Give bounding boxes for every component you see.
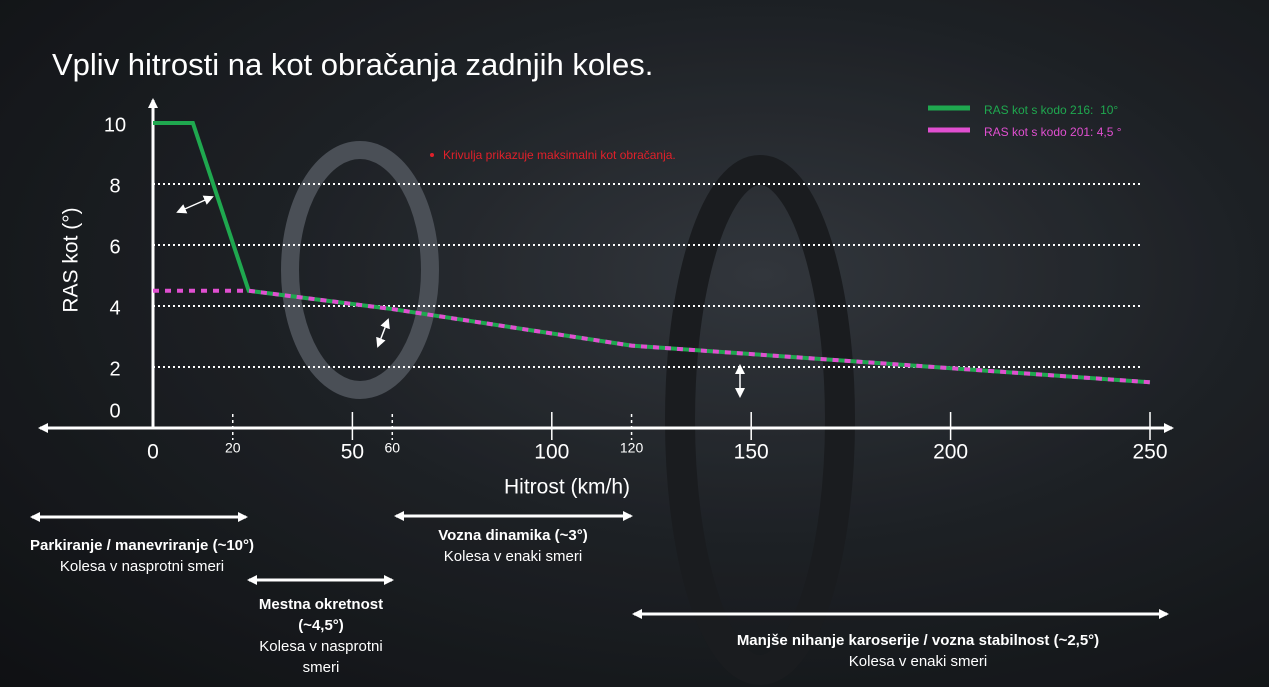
chart-title: Vpliv hitrosti na kot obračanja zadnjih … — [52, 47, 653, 82]
legend-label: RAS kot s kodo 201: 4,5 ° — [984, 125, 1122, 139]
x-minor-tick-label: 120 — [620, 440, 644, 456]
note: Manjše nihanje karoserije / vozna stabil… — [668, 630, 1168, 672]
legend-label: RAS kot s kodo 216: 10° — [984, 103, 1118, 117]
y-tick-label: 2 — [109, 358, 120, 380]
note: Vozna dinamika (~3°) Kolesa v enaki smeri — [393, 525, 633, 567]
x-tick-label: 200 — [933, 441, 968, 464]
hint-arrow — [176, 195, 214, 214]
series-line — [153, 288, 1151, 385]
note-title: Manjše nihanje karoserije / vozna stabil… — [736, 632, 1100, 649]
note-text: Kolesa v enaki smeri — [848, 653, 988, 670]
y-tick-label: 0 — [109, 400, 120, 422]
wheel — [665, 155, 855, 685]
x-axis-label: Hitrost (km/h) — [504, 476, 630, 499]
x-minor-tick-label: 60 — [384, 440, 400, 456]
x-tick-label: 250 — [1132, 441, 1167, 464]
note-text: Kolesa v enaki smeri — [443, 548, 583, 565]
y-tick-label: 4 — [109, 297, 120, 319]
wheel — [281, 141, 439, 399]
bullet — [430, 153, 434, 157]
x-minor-tick-label: 20 — [225, 440, 241, 456]
note: Mestna okretnost (~4,5°) Kolesa v nasprot… — [246, 594, 396, 678]
note-title: Vozna dinamika (~3°) — [438, 527, 588, 544]
y-tick-label: 10 — [104, 114, 126, 136]
x-tick-label: 0 — [147, 441, 159, 464]
note-text: Kolesa v nasprotni smeri — [259, 638, 383, 676]
y-tick-label: 6 — [109, 236, 120, 258]
x-tick-label: 50 — [341, 441, 364, 464]
y-axis-label: RAS kot (°) — [60, 207, 83, 312]
x-tick-label: 150 — [734, 441, 769, 464]
hint-arrow — [376, 318, 390, 348]
annotation: Krivulja prikazuje maksimalni kot obrača… — [443, 148, 676, 162]
x-tick-label: 100 — [534, 441, 569, 464]
note: Parkiranje / manevriranje (~10°) Kolesa v… — [22, 535, 262, 577]
y-tick-label: 8 — [109, 175, 120, 197]
note-title: Mestna okretnost (~4,5°) — [258, 596, 384, 634]
note-text: Kolesa v nasprotni smeri — [59, 558, 225, 575]
note-title: Parkiranje / manevriranje (~10°) — [29, 537, 255, 554]
